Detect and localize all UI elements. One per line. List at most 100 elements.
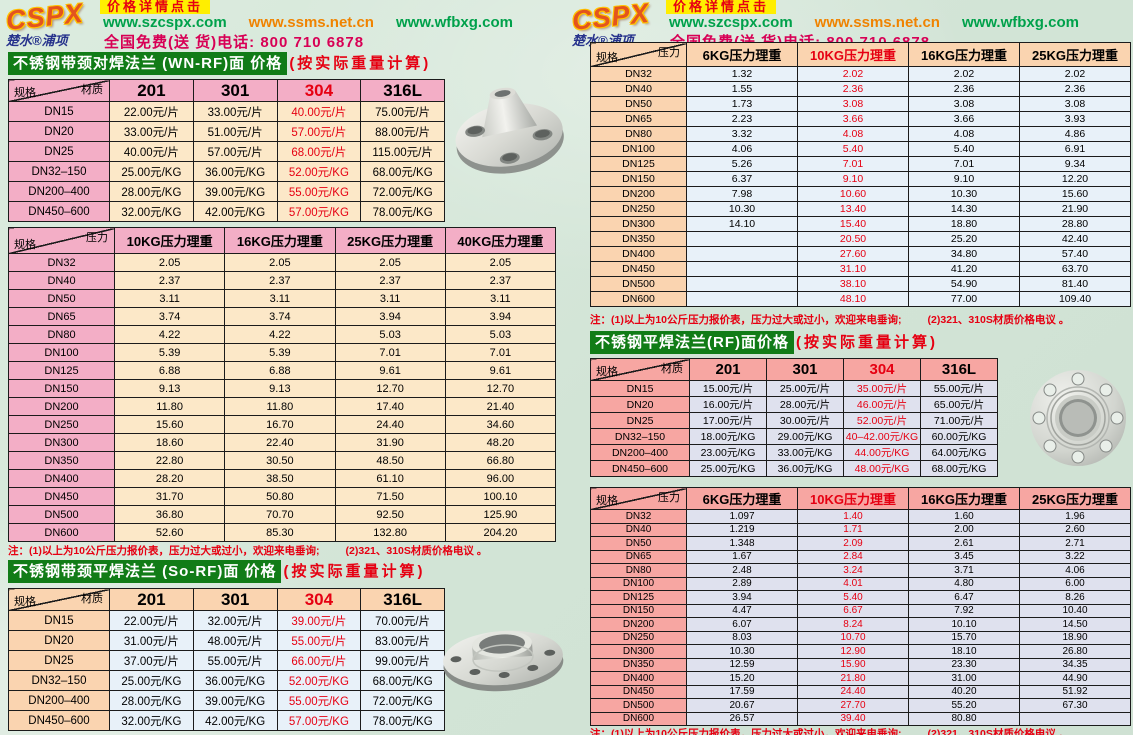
row-header: DN100 xyxy=(8,343,115,362)
table-cell: 42.00元/KG xyxy=(192,710,278,731)
table-cell: 32.00元/KG xyxy=(109,201,194,222)
table-cell: 13.40 xyxy=(797,201,909,217)
table-cell: 3.74 xyxy=(224,307,336,326)
banner-title: 不锈钢平焊法兰(RF)面价格 xyxy=(590,331,794,354)
link-ssms[interactable]: www.ssms.net.cn xyxy=(814,14,940,31)
table-cell: 22.40 xyxy=(224,433,336,452)
table-cell: 55.00元/KG xyxy=(276,690,362,711)
table-cell: 65.00元/片 xyxy=(920,396,998,413)
price-details-badge[interactable]: 价格详情点击 xyxy=(100,0,211,14)
link-ssms[interactable]: www.ssms.net.cn xyxy=(248,14,374,31)
table-row: DN450 17.59 24.40 40.20 51.92 xyxy=(590,684,1131,699)
footnote-right-bottom: 注：(1)以上为10公斤压力报价表，压力过大或过小，欢迎来电垂询; (2)321、… xyxy=(590,726,1069,735)
table-row: DN450–600 25.00元/KG 36.00元/KG 48.00元/KG 68.0… xyxy=(590,460,998,477)
table-cell: 25.00元/KG xyxy=(109,670,194,691)
table-row: DN200 11.80 11.80 17.40 21.40 xyxy=(8,397,557,416)
row-header: DN400 xyxy=(8,469,115,488)
row-header: DN100 xyxy=(590,576,687,591)
column-header: 304 xyxy=(843,358,921,381)
table-cell: 15.60 xyxy=(113,415,226,434)
row-header: DN450 xyxy=(590,684,687,699)
table-cell: 36.00元/KG xyxy=(192,670,278,691)
table-cell: 6.47 xyxy=(908,590,1020,605)
corner-header: 压力 规格 xyxy=(590,487,687,510)
row-header: DN500 xyxy=(590,698,687,713)
table-cell: 5.39 xyxy=(113,343,226,362)
table-row: DN500 38.10 54.90 81.40 xyxy=(590,276,1131,292)
table-cell: 3.71 xyxy=(908,563,1020,578)
column-header: 16KG压力理重 xyxy=(908,42,1020,67)
cspx-logo-subtext: 楚水®浦项 xyxy=(6,33,68,48)
row-header: DN20 xyxy=(590,396,690,413)
link-szcspx[interactable]: www.szcspx.com xyxy=(103,14,227,31)
corner-top-label: 材质 xyxy=(81,84,103,96)
column-header: 25KG压力理重 xyxy=(1019,487,1131,510)
table-row: DN32–150 25.00元/KG 36.00元/KG 52.00元/KG 68.00… xyxy=(8,161,445,182)
table-cell: 2.84 xyxy=(797,549,909,564)
table-cell: 21.90 xyxy=(1019,201,1131,217)
table-cell: 57.00元/片 xyxy=(276,121,362,142)
row-header: DN125 xyxy=(8,361,115,380)
table-cell: 48.20 xyxy=(444,433,557,452)
row-header: DN350 xyxy=(590,231,687,247)
row-header: DN15 xyxy=(8,610,110,631)
table-cell: 9.10 xyxy=(797,171,909,187)
row-header: DN100 xyxy=(590,141,687,157)
table-cell: 9.61 xyxy=(334,361,446,380)
table-cell: 21.80 xyxy=(797,671,909,686)
table-body: DN32 1.32 2.02 2.02 2.02 DN40 1.55 2.36 2.36 2.36… xyxy=(590,66,1131,307)
table-cell: 3.11 xyxy=(334,289,446,308)
link-szcspx[interactable]: www.szcspx.com xyxy=(669,14,793,31)
table-cell: 4.06 xyxy=(686,141,798,157)
table-cell: 96.00 xyxy=(444,469,557,488)
website-links: www.szcspx.com www.ssms.net.cn www.wfbxg.c… xyxy=(103,14,535,31)
table-cell: 14.50 xyxy=(1019,617,1131,632)
cspx-logo: CSPX 楚水®浦项 xyxy=(5,0,101,49)
table-cell: 99.00元/片 xyxy=(360,650,445,671)
table-row: DN200–400 28.00元/KG 39.00元/KG 55.00元/KG 72.0… xyxy=(8,181,445,202)
row-header: DN65 xyxy=(590,111,687,127)
price-details-badge[interactable]: 价格详情点击 xyxy=(666,0,777,14)
table-cell: 70.00元/片 xyxy=(360,610,445,631)
footnote-text-2: (2)321、310S材质价格电议 。 xyxy=(927,314,1070,326)
table-cell: 12.70 xyxy=(444,379,557,398)
table-cell: 4.06 xyxy=(1019,563,1131,578)
table-body: DN15 22.00元/片 32.00元/片 39.00元/片 70.00元/片 DN20… xyxy=(8,610,445,731)
table-cell: 81.40 xyxy=(1019,276,1131,292)
table-cell xyxy=(1019,711,1131,726)
row-header: DN32 xyxy=(590,66,687,82)
row-header: DN50 xyxy=(8,289,115,308)
table-header: 压力 规格 6KG压力理重 10KG压力理重 16KG压力理重 25KG压力理重 xyxy=(590,487,1131,510)
row-header: DN65 xyxy=(8,307,115,326)
table-cell xyxy=(686,246,798,262)
link-wfbxg[interactable]: www.wfbxg.com xyxy=(961,14,1079,31)
table-cell: 1.40 xyxy=(797,509,909,524)
table-cell: 28.80 xyxy=(1019,216,1131,232)
section-banner-rf: 不锈钢平焊法兰(RF)面价格 (按实际重量计算) xyxy=(590,331,938,354)
plate-flange-photo xyxy=(1030,370,1126,466)
table-row: DN40 2.37 2.37 2.37 2.37 xyxy=(8,271,557,290)
table-cell: 204.20 xyxy=(444,523,557,542)
table-cell: 6.67 xyxy=(797,603,909,618)
table-cell: 15.40 xyxy=(797,216,909,232)
table-cell: 55.00元/KG xyxy=(276,181,362,202)
row-header: DN450 xyxy=(8,487,115,506)
table-cell: 31.90 xyxy=(334,433,446,452)
table-cell: 12.90 xyxy=(797,644,909,659)
banner-suffix: (按实际重量计算) xyxy=(796,334,938,351)
table-cell: 2.05 xyxy=(224,253,336,272)
table-cell: 4.01 xyxy=(797,576,909,591)
link-wfbxg[interactable]: www.wfbxg.com xyxy=(395,14,513,31)
table-cell: 10.30 xyxy=(686,201,798,217)
table-row: DN40 1.219 1.71 2.00 2.60 xyxy=(590,522,1131,537)
row-header: DN350 xyxy=(590,657,687,672)
table-cell xyxy=(686,261,798,277)
column-header: 6KG压力理重 xyxy=(686,487,798,510)
table-cell: 2.60 xyxy=(1019,522,1131,537)
hotline-number: 全国免费(送 货)电话: 800 710 6878 xyxy=(104,34,365,51)
table-row: DN100 2.89 4.01 4.80 6.00 xyxy=(590,576,1131,591)
table-cell: 7.01 xyxy=(797,156,909,172)
table-cell: 29.00元/KG xyxy=(766,428,844,445)
row-header: DN600 xyxy=(590,291,687,307)
